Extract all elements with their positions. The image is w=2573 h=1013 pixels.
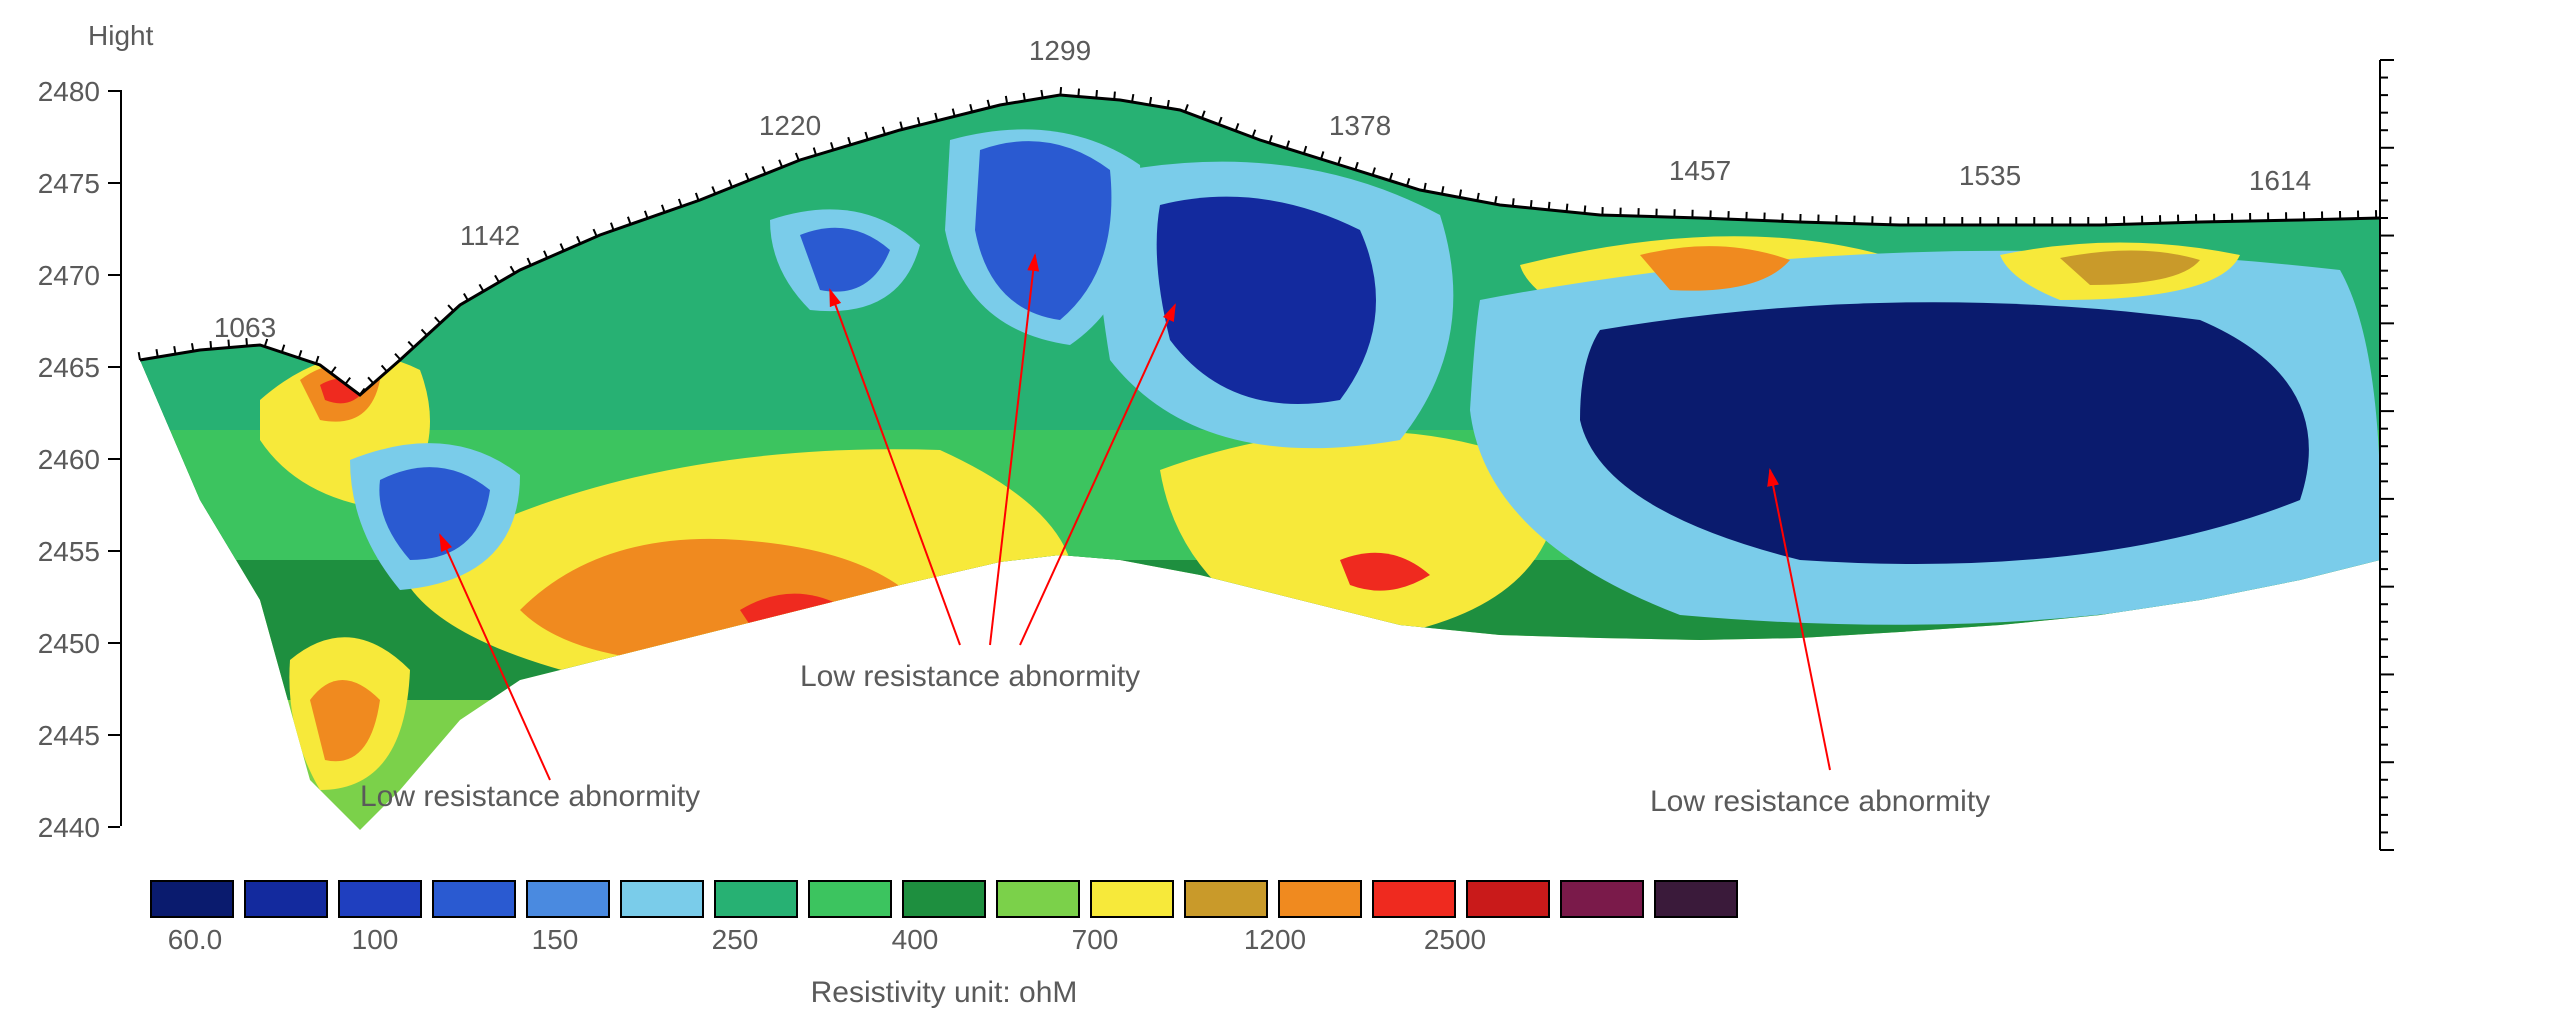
legend-value <box>1500 924 1590 956</box>
legend-value <box>780 924 870 956</box>
legend-swatch <box>150 880 234 918</box>
legend-swatch <box>620 880 704 918</box>
station-label: 1614 <box>2249 165 2311 197</box>
legend-color-boxes <box>150 880 1738 918</box>
legend-swatch <box>338 880 422 918</box>
legend-swatch <box>244 880 328 918</box>
legend-value-labels: 60.0 100 150 250 400 700 1200 2500 <box>150 924 1738 956</box>
station-label: 1299 <box>1029 35 1091 67</box>
annotation-label: Low resistance abnormity <box>800 660 1140 694</box>
legend-value <box>1320 924 1410 956</box>
station-label: 1220 <box>759 110 821 142</box>
station-label: 1142 <box>460 220 520 252</box>
legend-value: 2500 <box>1410 924 1500 956</box>
legend-swatch <box>1090 880 1174 918</box>
legend-swatch <box>1560 880 1644 918</box>
legend-value <box>1590 924 1680 956</box>
legend-value: 400 <box>870 924 960 956</box>
annotation-label: Low resistance abnormity <box>1650 785 1990 819</box>
legend-swatch <box>1278 880 1362 918</box>
annotation-label: Low resistance abnormity <box>360 780 700 814</box>
legend-swatch <box>808 880 892 918</box>
legend-swatch <box>1184 880 1268 918</box>
legend-value <box>1140 924 1230 956</box>
legend-value: 60.0 <box>150 924 240 956</box>
station-label: 1378 <box>1329 110 1391 142</box>
legend-swatch <box>526 880 610 918</box>
cross-section-plot <box>0 0 2573 880</box>
legend-value: 250 <box>690 924 780 956</box>
legend-value: 1200 <box>1230 924 1320 956</box>
legend-value <box>960 924 1050 956</box>
resistivity-chart: Hight 2480247524702465246024552450244524… <box>0 0 2573 1013</box>
legend-value <box>240 924 330 956</box>
legend-swatch <box>1654 880 1738 918</box>
legend-value <box>600 924 690 956</box>
legend-swatch <box>1372 880 1456 918</box>
legend-value <box>420 924 510 956</box>
legend-swatch <box>432 880 516 918</box>
resistivity-legend: 60.0 100 150 250 400 700 1200 2500 Resistivity … <box>150 880 1738 1010</box>
legend-swatch <box>714 880 798 918</box>
legend-value: 100 <box>330 924 420 956</box>
legend-value: 150 <box>510 924 600 956</box>
legend-swatch <box>1466 880 1550 918</box>
station-label: 1535 <box>1959 160 2021 192</box>
legend-title: Resistivity unit: ohM <box>811 976 1078 1010</box>
legend-swatch <box>996 880 1080 918</box>
legend-value: 700 <box>1050 924 1140 956</box>
station-label: 1063 <box>214 312 276 344</box>
legend-swatch <box>902 880 986 918</box>
station-label: 1457 <box>1669 155 1731 187</box>
